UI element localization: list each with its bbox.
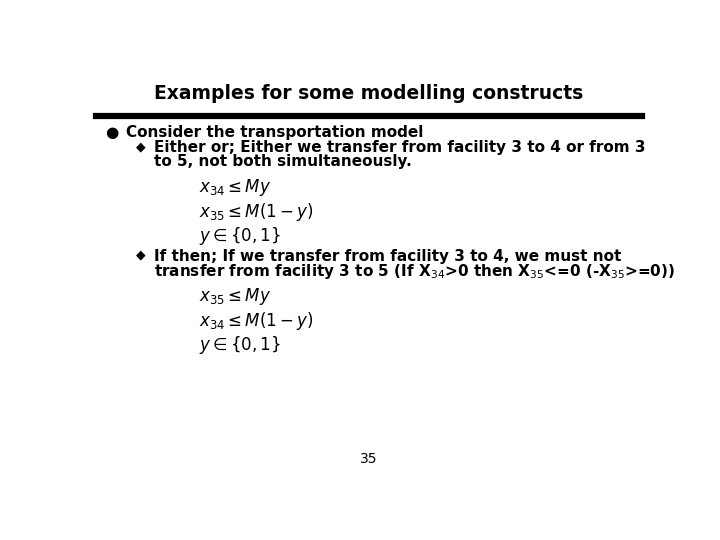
Text: ◆: ◆	[136, 140, 145, 153]
Text: ●: ●	[106, 125, 119, 140]
Text: ◆: ◆	[136, 248, 145, 261]
Text: $y \in \{0,1\}$: $y \in \{0,1\}$	[199, 334, 281, 356]
Text: Either or; Either we transfer from facility 3 to 4 or from 3: Either or; Either we transfer from facil…	[154, 140, 646, 156]
Text: If then; If we transfer from facility 3 to 4, we must not: If then; If we transfer from facility 3 …	[154, 248, 621, 264]
Text: transfer from facility 3 to 5 (If X$_{34}$>0 then X$_{35}$<=0 (-X$_{35}$>=0)): transfer from facility 3 to 5 (If X$_{34…	[154, 262, 675, 281]
Text: $x_{34} \leq M(1-y)$: $x_{34} \leq M(1-y)$	[199, 310, 313, 332]
Text: to 5, not both simultaneously.: to 5, not both simultaneously.	[154, 154, 412, 169]
Text: $x_{34} \leq My$: $x_{34} \leq My$	[199, 177, 271, 198]
Text: Examples for some modelling constructs: Examples for some modelling constructs	[154, 84, 584, 103]
Text: 35: 35	[360, 452, 378, 466]
Text: $x_{35} \leq M(1-y)$: $x_{35} \leq M(1-y)$	[199, 201, 313, 223]
Text: $x_{35} \leq My$: $x_{35} \leq My$	[199, 286, 271, 307]
Text: $y \in \{0,1\}$: $y \in \{0,1\}$	[199, 225, 281, 247]
Text: Consider the transportation model: Consider the transportation model	[126, 125, 423, 140]
